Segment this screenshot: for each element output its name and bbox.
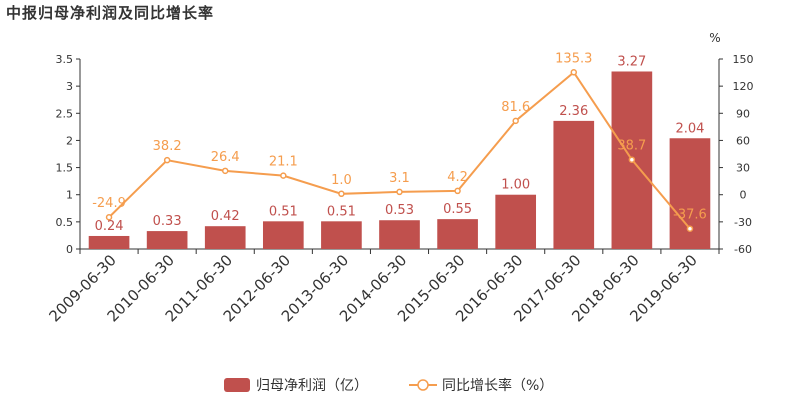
- growth-value-label: -24.9: [92, 196, 126, 211]
- right-tick-label: 120: [733, 80, 754, 93]
- bar: [262, 221, 304, 249]
- left-tick-label: 2: [66, 134, 73, 147]
- left-tick-label: 0.5: [56, 216, 74, 229]
- legend-bar-swatch: [224, 378, 250, 392]
- legend-line-marker: [417, 379, 429, 391]
- right-tick-label: -60: [734, 243, 752, 256]
- growth-point: [686, 225, 694, 232]
- legend-bar-label: 归母净利润（亿）: [256, 377, 368, 394]
- bar-value-label: 0.55: [443, 202, 472, 217]
- bar: [379, 220, 420, 249]
- left-tick-label: 3: [66, 80, 73, 93]
- bar: [437, 219, 478, 249]
- bar-value-label: 3.27: [617, 54, 646, 69]
- legend-line-label: 同比增长率（%）: [442, 377, 553, 394]
- right-axis-unit: %: [709, 31, 720, 45]
- bar-value-label: 2.04: [675, 121, 704, 136]
- bar: [146, 231, 188, 249]
- growth-point: [338, 190, 345, 198]
- right-tick-label: 30: [736, 162, 750, 175]
- bar: [321, 221, 362, 249]
- left-tick-label: 3.5: [56, 53, 74, 66]
- bar: [495, 194, 537, 249]
- growth-point: [454, 187, 461, 195]
- growth-value-label: 81.6: [501, 100, 530, 115]
- growth-point: [105, 213, 113, 221]
- right-tick-label: 150: [733, 53, 754, 66]
- growth-value-label: 38.2: [153, 139, 182, 154]
- growth-point: [570, 69, 578, 76]
- growth-value-label: -37.6: [673, 208, 707, 223]
- growth-point: [628, 156, 636, 163]
- right-tick-label: -30: [734, 216, 752, 229]
- growth-value-label: 21.1: [269, 155, 298, 170]
- left-tick-label: 1: [66, 189, 73, 202]
- bar: [553, 120, 595, 249]
- growth-value-label: 4.2: [447, 170, 468, 185]
- bar: [669, 138, 711, 249]
- growth-point: [163, 156, 171, 164]
- left-tick-label: 2.5: [56, 107, 74, 120]
- bar-value-label: 0.53: [385, 203, 414, 218]
- bar-value-label: 0.51: [269, 204, 298, 219]
- bar-value-label: 0.51: [327, 204, 356, 219]
- left-tick-label: 0: [66, 243, 73, 256]
- bar-value-label: 0.33: [153, 214, 182, 229]
- growth-point: [221, 167, 229, 175]
- growth-point: [512, 117, 519, 125]
- bar: [204, 226, 246, 249]
- growth-point: [396, 188, 403, 196]
- bar-value-label: 1.00: [501, 178, 530, 193]
- bar: [88, 235, 130, 249]
- left-tick-label: 1.5: [56, 162, 74, 175]
- chart-title: 中报归母净利润及同比增长率: [6, 4, 215, 22]
- bar-value-label: 0.42: [211, 209, 240, 224]
- bar-value-label: 2.36: [559, 104, 588, 119]
- growth-value-label: 135.3: [555, 51, 592, 66]
- bar-value-label: 0.24: [95, 219, 124, 234]
- right-tick-label: 90: [736, 107, 750, 120]
- right-tick-label: 0: [740, 189, 747, 202]
- growth-value-label: 38.7: [617, 139, 646, 154]
- growth-value-label: 26.4: [211, 150, 240, 165]
- growth-point: [280, 172, 287, 179]
- growth-value-label: 1.0: [331, 173, 352, 188]
- growth-value-label: 3.1: [389, 171, 410, 186]
- right-tick-label: 60: [736, 134, 750, 147]
